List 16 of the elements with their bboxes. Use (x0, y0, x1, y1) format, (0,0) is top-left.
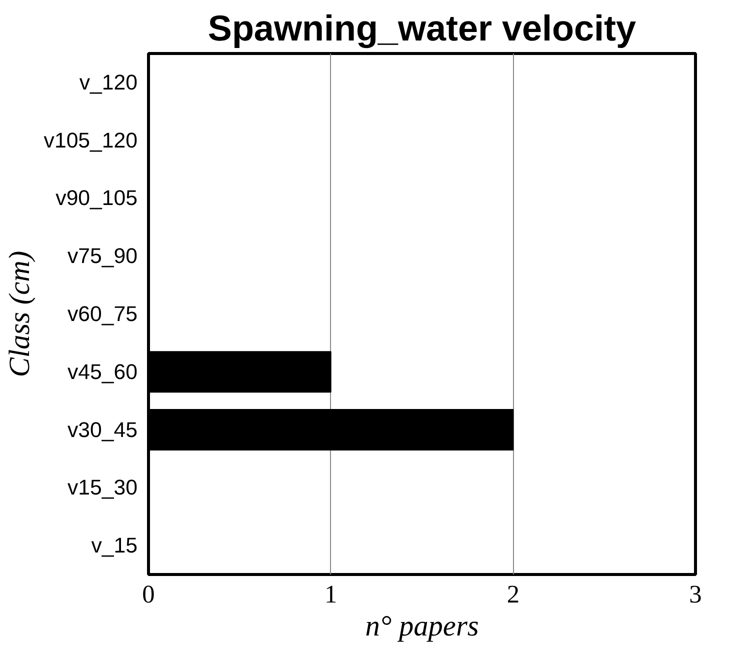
x-tick-label: 3 (689, 580, 702, 608)
y-tick-label: v30_45 (68, 418, 138, 442)
y-tick-label: v_120 (79, 70, 138, 94)
y-tick-label: v_15 (91, 534, 138, 558)
x-tick-label: 0 (142, 580, 155, 608)
y-tick-label: v90_105 (56, 186, 138, 210)
y-tick-label: v60_75 (68, 302, 138, 326)
y-axis-title: Class (cm) (4, 250, 36, 378)
y-tick-label: v75_90 (68, 244, 138, 268)
x-tick-label: 1 (324, 580, 338, 608)
y-tick-label: v15_30 (68, 476, 138, 500)
x-axis-title: n° papers (365, 610, 479, 642)
x-tick-label: 2 (506, 580, 520, 608)
chart-title: Spawning_water velocity (208, 8, 636, 48)
y-tick-label: v45_60 (68, 360, 138, 384)
y-tick-label: v105_120 (44, 128, 138, 152)
